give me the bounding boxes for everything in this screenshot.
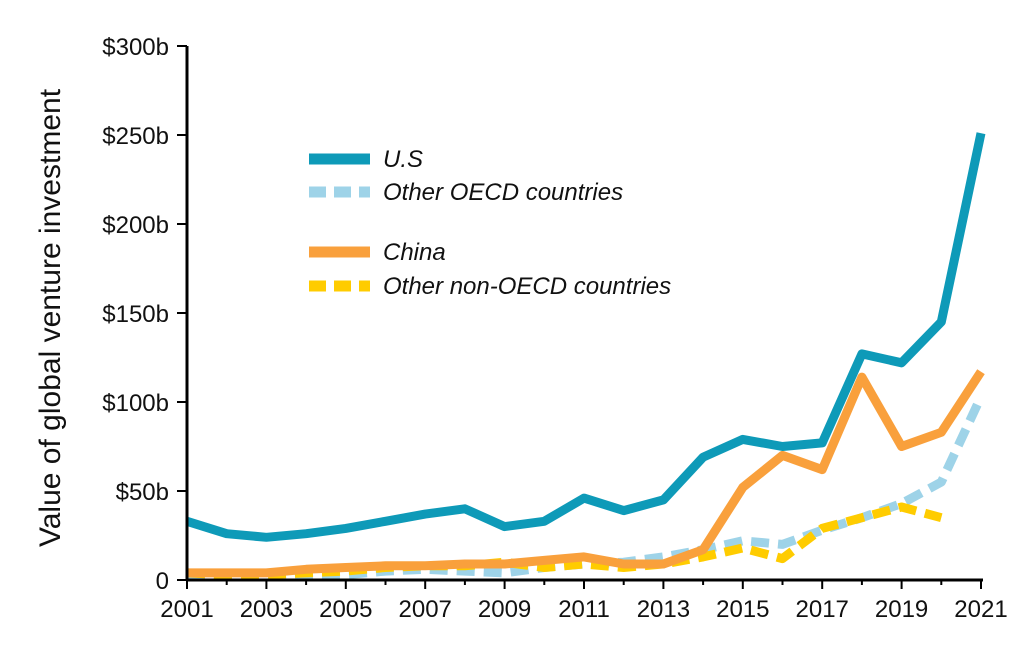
y-tick-label: $150b (102, 301, 169, 328)
series-line-u-s (185, 132, 986, 542)
y-axis-title: Value of global venture investment (34, 88, 67, 547)
x-tick-label: 2007 (399, 596, 452, 623)
x-tick-label: 2009 (478, 596, 531, 623)
legend-label-other-non-oecd-countries: Other non-OECD countries (383, 273, 671, 300)
x-tick-label: 2013 (637, 596, 690, 623)
y-tick-label: 0 (156, 568, 169, 595)
legend: U.S Other OECD countries China Other non-OE… (309, 146, 671, 300)
x-tick-label: 2001 (160, 596, 213, 623)
y-tick-label: $50b (116, 479, 169, 506)
x-tick-label: 2017 (796, 596, 849, 623)
series-line-other-oecd-countries (187, 394, 986, 581)
x-tick-label: 2021 (954, 596, 1007, 623)
legend-label-u-s: U.S (383, 146, 423, 173)
y-tick-label: $200b (102, 212, 169, 239)
x-tick-label: 2015 (716, 596, 769, 623)
legend-label-china: China (383, 239, 446, 266)
y-tick-label: $300b (102, 34, 169, 61)
x-tick-label: 2011 (558, 596, 610, 623)
series-line-other-non-oecd-countries (186, 502, 943, 580)
x-tick-label: 2003 (240, 596, 293, 623)
series-line-china (187, 369, 985, 578)
y-axis-label: Value of global venture investment (34, 88, 67, 547)
x-tick-label: 2005 (319, 596, 372, 623)
legend-label-other-oecd-countries: Other OECD countries (383, 179, 623, 206)
x-tick-label: 2019 (875, 596, 928, 623)
y-tick-label: $100b (102, 390, 169, 417)
axes: 0 $50b $100b $150b $200b $250b $300b 2001 2003 20… (102, 34, 1007, 623)
series-layer (185, 132, 986, 581)
y-tick-label: $250b (102, 123, 169, 150)
